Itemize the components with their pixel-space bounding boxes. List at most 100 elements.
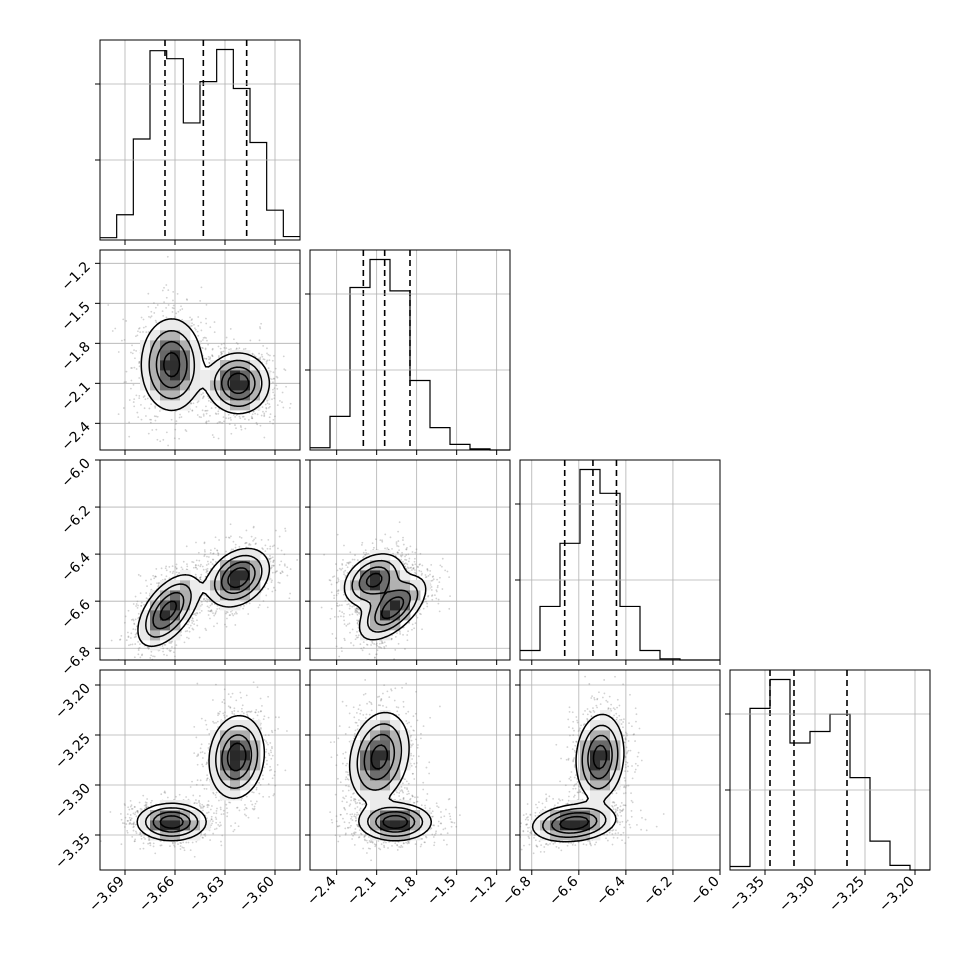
scatter-point [345, 564, 348, 567]
scatter-point [535, 844, 538, 847]
scatter-point [163, 653, 165, 656]
scatter-point [209, 357, 212, 360]
scatter-point [390, 688, 392, 691]
scatter-point [145, 579, 147, 582]
scatter-point [165, 565, 168, 568]
scatter-point [263, 738, 266, 741]
scatter-point [381, 540, 384, 543]
x-tick-label: −6.8 [499, 874, 534, 909]
axes-frame [309, 459, 511, 661]
scatter-point [265, 410, 267, 413]
scatter-point [581, 791, 584, 794]
scatter-point [251, 416, 253, 419]
scatter-point [206, 598, 209, 601]
scatter-point [195, 783, 198, 786]
scatter-point [336, 754, 339, 757]
scatter-point [228, 536, 231, 539]
scatter-point [131, 352, 134, 355]
scatter-point [233, 338, 235, 341]
density-cell [230, 370, 241, 381]
scatter-point [573, 776, 576, 779]
scatter-point [123, 826, 126, 828]
scatter-point [129, 818, 132, 821]
scatter-point [400, 789, 403, 791]
scatter-point [265, 407, 268, 410]
scatter-point [262, 718, 265, 721]
scatter-point [207, 811, 210, 814]
scatter-point [618, 704, 621, 707]
scatter-point [406, 842, 409, 845]
scatter-point [210, 824, 213, 827]
scatter-point [153, 577, 156, 580]
scatter-point [435, 830, 438, 833]
scatter-point [422, 788, 425, 791]
scatter-point [150, 801, 152, 804]
scatter-point [378, 695, 381, 698]
scatter-point [180, 305, 182, 308]
density-cell [180, 340, 191, 351]
scatter-point [273, 378, 275, 380]
scatter-point [274, 589, 277, 592]
scatter-point [422, 725, 425, 728]
scatter-point [272, 794, 275, 797]
density-cell [370, 780, 381, 791]
density-cell [170, 380, 181, 391]
scatter-point [214, 816, 217, 819]
density-cell [250, 750, 261, 761]
scatter-point [358, 608, 361, 611]
scatter-point [568, 790, 571, 793]
scatter-point [148, 407, 151, 410]
scatter-point [384, 533, 387, 536]
scatter-point [400, 555, 403, 558]
scatter-point [380, 698, 383, 700]
scatter-point [281, 391, 284, 394]
scatter-point [181, 568, 184, 571]
scatter-point [159, 840, 162, 843]
scatter-point [264, 403, 267, 406]
scatter-point [414, 563, 417, 566]
scatter-point [333, 597, 336, 599]
scatter-point [361, 649, 364, 652]
scatter-point [407, 841, 410, 844]
scatter-point [215, 413, 218, 416]
scatter-point [576, 721, 579, 724]
density-cell [570, 830, 581, 841]
scatter-point [433, 824, 436, 827]
scatter-point [355, 634, 358, 637]
scatter-point [231, 612, 234, 615]
scatter-point [612, 808, 615, 811]
scatter-point [217, 554, 220, 557]
scatter-point [582, 713, 585, 716]
scatter-point [260, 353, 263, 356]
scatter-point [622, 726, 624, 729]
scatter-point [227, 536, 230, 539]
scatter-point [137, 649, 140, 651]
density-cell [160, 400, 171, 411]
scatter-point [201, 409, 204, 412]
scatter-point [213, 625, 215, 628]
scatter-point [385, 841, 387, 844]
density-cell [380, 790, 391, 801]
scatter-point [343, 637, 346, 640]
scatter-point [402, 536, 404, 539]
scatter-point [624, 804, 627, 807]
scatter-point [614, 808, 617, 811]
scatter-point [260, 727, 262, 729]
contour-level-3 [370, 744, 409, 829]
scatter-point [623, 777, 626, 779]
density-cell [230, 780, 241, 791]
scatter-point [266, 352, 268, 355]
scatter-point [252, 717, 255, 720]
scatter-point [343, 797, 346, 800]
density-cell [190, 380, 201, 391]
scatter-point [387, 847, 389, 849]
scatter-point [263, 715, 266, 718]
scatter-point [330, 591, 333, 594]
scatter-point [364, 549, 367, 552]
scatter-point [431, 598, 434, 601]
scatter-point [270, 557, 272, 560]
scatter-point [262, 358, 265, 360]
density-cell [160, 360, 171, 371]
scatter-point [541, 802, 544, 805]
contour-level-2 [152, 734, 253, 833]
